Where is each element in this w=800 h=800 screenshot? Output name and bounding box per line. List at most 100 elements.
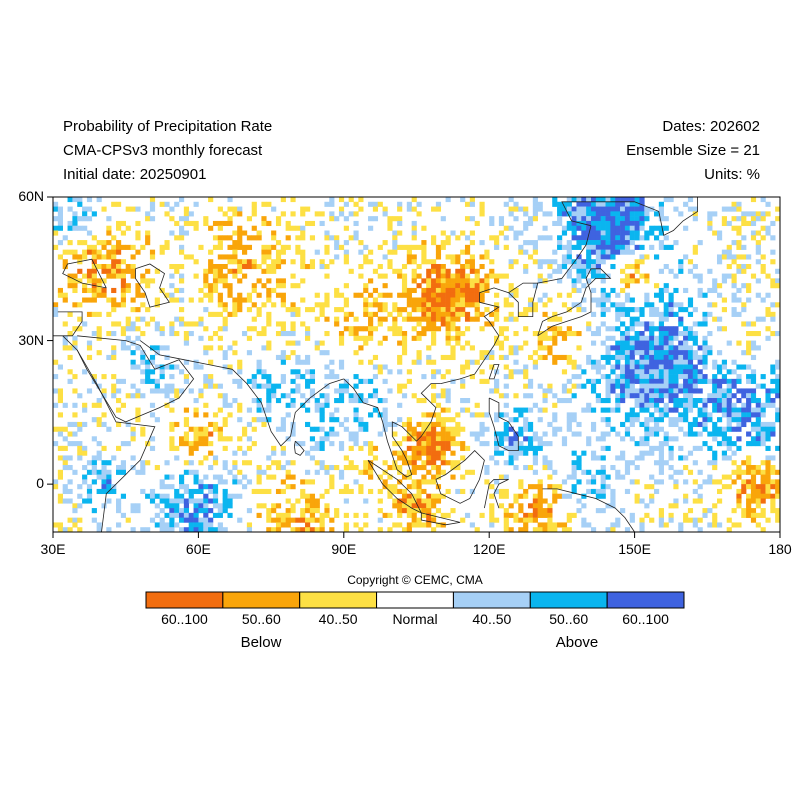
grid-cell bbox=[416, 484, 422, 490]
grid-cell bbox=[464, 292, 471, 298]
grid-cell bbox=[86, 311, 93, 317]
grid-cell bbox=[445, 283, 451, 289]
grid-cell bbox=[314, 441, 320, 447]
grid-cell bbox=[208, 522, 214, 528]
grid-cell bbox=[285, 340, 291, 346]
grid-cell bbox=[416, 201, 422, 207]
grid-cell bbox=[411, 302, 417, 308]
grid-cell bbox=[169, 326, 175, 332]
grid-cell bbox=[624, 326, 631, 332]
grid-cell bbox=[775, 484, 781, 490]
grid-cell bbox=[668, 503, 674, 509]
grid-cell bbox=[542, 235, 548, 241]
grid-cell bbox=[401, 450, 408, 456]
grid-cell bbox=[411, 254, 417, 260]
grid-cell bbox=[532, 431, 538, 437]
grid-cell bbox=[731, 378, 737, 384]
grid-cell bbox=[285, 225, 291, 231]
grid-cell bbox=[687, 508, 694, 514]
grid-cell bbox=[363, 335, 369, 341]
grid-cell bbox=[363, 465, 369, 471]
grid-cell bbox=[726, 388, 732, 394]
grid-cell bbox=[697, 398, 703, 404]
grid-cell bbox=[668, 311, 674, 317]
grid-cell bbox=[484, 273, 490, 279]
grid-cell bbox=[503, 517, 509, 523]
grid-cell bbox=[314, 469, 320, 475]
grid-cell bbox=[615, 345, 621, 351]
grid-cell bbox=[692, 206, 698, 212]
grid-cell bbox=[469, 283, 475, 289]
grid-cell bbox=[406, 244, 412, 250]
grid-cell bbox=[687, 354, 694, 361]
grid-cell bbox=[634, 307, 640, 313]
grid-cell bbox=[639, 340, 645, 346]
grid-cell bbox=[576, 431, 582, 437]
grid-cell bbox=[353, 235, 359, 241]
grid-cell bbox=[576, 216, 582, 222]
grid-cell bbox=[217, 383, 223, 389]
grid-cell bbox=[309, 235, 316, 241]
grid-cell bbox=[595, 436, 601, 442]
grid-cell bbox=[227, 235, 233, 241]
grid-cell bbox=[368, 331, 374, 337]
grid-cell bbox=[275, 488, 282, 495]
grid-cell bbox=[731, 297, 737, 303]
grid-cell bbox=[615, 522, 621, 528]
grid-cell bbox=[702, 364, 708, 370]
grid-cell bbox=[319, 307, 325, 313]
grid-cell bbox=[96, 398, 102, 404]
grid-cell bbox=[683, 517, 689, 523]
grid-cell bbox=[644, 421, 650, 428]
grid-cell bbox=[149, 412, 156, 418]
grid-cell bbox=[421, 488, 427, 495]
grid-cell bbox=[111, 264, 117, 270]
grid-cell bbox=[494, 244, 500, 250]
grid-cell bbox=[101, 488, 107, 495]
grid-cell bbox=[266, 278, 272, 284]
grid-cell bbox=[82, 474, 88, 480]
grid-cell bbox=[377, 431, 383, 437]
grid-cell bbox=[663, 378, 669, 384]
grid-cell bbox=[440, 311, 446, 317]
grid-cell bbox=[639, 216, 645, 222]
grid-cell bbox=[203, 498, 209, 504]
grid-cell bbox=[140, 469, 146, 475]
grid-cell bbox=[716, 316, 723, 322]
grid-cell bbox=[237, 493, 243, 499]
grid-cell bbox=[440, 321, 446, 327]
grid-cell bbox=[469, 240, 475, 246]
grid-cell bbox=[72, 278, 78, 284]
grid-cell bbox=[503, 402, 509, 408]
grid-cell bbox=[731, 359, 737, 365]
grid-cell bbox=[479, 354, 485, 361]
grid-cell bbox=[154, 326, 160, 332]
grid-cell bbox=[101, 264, 107, 270]
grid-cell bbox=[440, 316, 446, 322]
grid-cell bbox=[673, 417, 679, 423]
grid-cell bbox=[692, 498, 698, 504]
grid-cell bbox=[668, 326, 674, 332]
grid-cell bbox=[721, 278, 727, 284]
grid-cell bbox=[460, 311, 466, 317]
grid-cell bbox=[639, 345, 645, 351]
grid-cell bbox=[111, 268, 117, 274]
grid-cell bbox=[266, 321, 272, 327]
grid-cell bbox=[513, 465, 519, 471]
grid-cell bbox=[57, 469, 63, 475]
grid-cell bbox=[508, 455, 514, 461]
grid-cell bbox=[513, 316, 519, 322]
grid-cell bbox=[712, 388, 718, 394]
grid-cell bbox=[513, 417, 519, 423]
grid-cell bbox=[518, 426, 524, 432]
grid-cell bbox=[702, 335, 708, 341]
grid-cell bbox=[712, 383, 718, 389]
grid-cell bbox=[644, 278, 650, 284]
grid-cell bbox=[537, 201, 543, 207]
grid-cell bbox=[527, 465, 534, 471]
grid-cell bbox=[460, 307, 466, 313]
grid-cell bbox=[668, 388, 674, 394]
grid-cell bbox=[590, 421, 597, 428]
grid-cell bbox=[406, 436, 412, 442]
grid-cell bbox=[169, 388, 175, 394]
